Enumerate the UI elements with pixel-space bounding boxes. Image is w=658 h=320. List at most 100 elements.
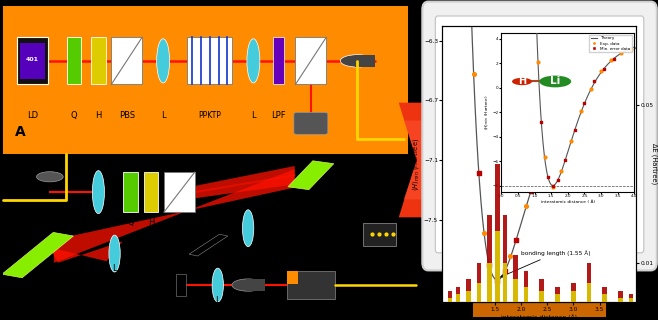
Bar [455, 287, 461, 302]
Text: L: L [215, 296, 220, 305]
Bar [176, 274, 186, 296]
Text: A: A [15, 125, 26, 139]
Text: L: L [251, 111, 256, 120]
Bar [447, 299, 453, 302]
Ellipse shape [242, 210, 254, 247]
Point [521, 204, 532, 209]
Polygon shape [50, 241, 122, 263]
Bar [571, 291, 576, 302]
Bar [91, 37, 106, 84]
Point [599, 58, 610, 63]
Bar [587, 263, 592, 302]
Point [492, 278, 503, 284]
Point [568, 91, 578, 96]
Bar [628, 294, 634, 302]
Text: L: L [266, 233, 270, 242]
Bar [164, 172, 195, 212]
Bar [501, 259, 578, 291]
Bar [111, 37, 142, 84]
Bar [571, 283, 576, 302]
Bar [487, 215, 492, 302]
Point [511, 238, 521, 243]
Text: (Measurement): (Measurement) [66, 292, 119, 298]
Text: (Preparation): (Preparation) [339, 181, 385, 188]
Point [492, 278, 503, 284]
Bar [555, 294, 560, 302]
Point [557, 107, 568, 112]
Circle shape [232, 279, 265, 291]
Ellipse shape [92, 171, 105, 214]
Point [474, 170, 484, 175]
Bar [188, 37, 232, 84]
Bar [286, 271, 298, 284]
Text: H: H [148, 218, 154, 227]
Circle shape [36, 172, 63, 182]
Text: L: L [113, 264, 117, 273]
FancyBboxPatch shape [422, 2, 657, 270]
Bar [295, 37, 326, 84]
Text: B: B [13, 284, 24, 298]
Bar [67, 37, 82, 84]
Bar [524, 287, 528, 302]
Text: H: H [95, 111, 101, 120]
Bar [20, 43, 45, 78]
Text: LPF: LPF [271, 111, 286, 120]
Point [552, 119, 563, 124]
FancyBboxPatch shape [436, 16, 644, 253]
Ellipse shape [247, 39, 260, 83]
Text: PBS: PBS [171, 218, 188, 227]
Point [479, 231, 490, 236]
Bar [603, 287, 607, 302]
Bar [503, 263, 507, 302]
Text: L: L [96, 218, 101, 227]
Circle shape [340, 55, 374, 67]
Bar [618, 291, 623, 302]
Polygon shape [403, 121, 438, 199]
Bar [587, 283, 592, 302]
Text: SLM1: SLM1 [339, 164, 367, 173]
Bar [288, 161, 334, 190]
Bar [628, 299, 634, 302]
Point [615, 51, 626, 56]
FancyBboxPatch shape [0, 5, 416, 155]
Bar [273, 37, 284, 84]
Point [589, 68, 599, 73]
Ellipse shape [157, 39, 170, 83]
Bar [286, 271, 335, 299]
Bar [495, 164, 499, 302]
Bar [487, 263, 492, 302]
Point [468, 71, 479, 76]
Bar [246, 279, 265, 291]
Bar [476, 283, 481, 302]
Point [505, 254, 516, 259]
Polygon shape [399, 103, 443, 217]
Polygon shape [54, 169, 295, 263]
Bar [455, 294, 461, 302]
Point [584, 72, 594, 77]
Bar [603, 294, 607, 302]
X-axis label: interatomic distance (Å): interatomic distance (Å) [501, 314, 577, 320]
Bar [355, 55, 375, 67]
Bar [363, 223, 396, 246]
Bar [524, 271, 528, 302]
Bar [143, 172, 159, 212]
Bar [540, 279, 544, 302]
Text: Q: Q [128, 218, 134, 227]
Y-axis label: ΔE (Hartree): ΔE (Hartree) [651, 143, 658, 185]
Bar [124, 172, 138, 212]
Text: APD2: APD2 [297, 302, 324, 311]
Bar [476, 263, 481, 302]
Text: SLM2: SLM2 [66, 277, 93, 286]
Bar [503, 215, 507, 302]
Text: Q: Q [71, 111, 78, 120]
Point [573, 84, 584, 89]
Point [542, 141, 552, 146]
Ellipse shape [212, 268, 224, 302]
Point [536, 155, 547, 160]
Text: PPKTP: PPKTP [198, 111, 221, 120]
Bar [513, 279, 518, 302]
Bar [466, 291, 470, 302]
Ellipse shape [109, 235, 120, 272]
Bar [495, 231, 499, 302]
Bar [540, 291, 544, 302]
